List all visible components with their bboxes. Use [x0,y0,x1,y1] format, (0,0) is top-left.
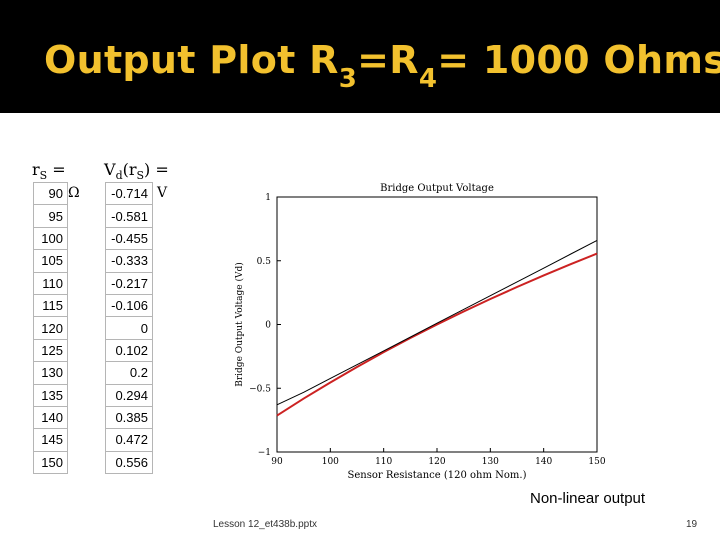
voltage-row: -0.581 [103,204,153,228]
title-subscript-3: 3 [338,64,358,94]
x-tick-label: 130 [482,457,499,467]
voltage-row: 0.102 [103,338,153,363]
y-tick-label: 0.5 [257,257,272,267]
bridge-output-chart: Bridge Output Voltage 90 100 110 120 130 140 15… [234,183,606,480]
ohm-unit: Ω [68,185,80,201]
y-tick-label: 0 [265,321,271,331]
resistance-cell: 135 [33,383,68,407]
x-tick-label: 100 [322,457,339,467]
title-bar: Output Plot R3=R4= 1000 Ohms [0,0,720,113]
rs-header-eq: = [52,160,66,179]
resistance-row: 95 [31,204,68,228]
resistance-cell: 120 [33,316,68,340]
nonlinear-note: Non-linear output [530,490,646,507]
voltage-cell: -0.714 [105,181,153,206]
x-tick-label: 140 [535,457,552,467]
vd-header-close: ) = [144,160,169,179]
vd-header-open: (r [122,160,137,179]
y-axis-label: Bridge Output Voltage (Vd) [234,262,245,387]
resistance-row: 145 [31,428,68,452]
vd-header-sub: d [115,169,123,183]
series-line-linear [276,240,598,406]
resistance-row: 150 [31,450,68,475]
x-axis-label: Sensor Resistance (120 ohm Nom.) [348,470,527,480]
resistance-cell: 95 [33,204,68,228]
voltage-cell: 0.2 [105,361,153,385]
resistance-row: 130 [31,361,68,385]
voltage-cell: 0.556 [105,450,153,475]
page-number: 19 [686,519,698,530]
rs-header-sub: S [39,169,48,183]
resistance-cell: 90 [33,181,68,206]
voltage-cell: 0.294 [105,383,153,407]
title-text-mid: =R [357,38,419,82]
voltage-cell: 0.472 [105,428,153,452]
voltage-row: -0.333 [103,249,153,273]
title-text: Output Plot R [44,38,339,82]
resistance-cell: 100 [33,226,68,251]
x-tick-label: 90 [271,457,283,467]
resistance-row: 135 [31,383,68,407]
chart-title: Bridge Output Voltage [380,183,494,194]
rs-header-r: r [32,160,40,179]
voltage-row: 0.385 [103,405,153,430]
voltage-cell: -0.217 [105,271,153,295]
voltage-row: -0.106 [103,293,153,318]
resistance-cell: 110 [33,271,68,295]
resistance-row: 120 [31,316,68,340]
title-text-suffix: = 1000 Ohms [437,38,720,82]
resistance-cell: 105 [33,249,68,273]
vd-header: Vd(rS) = [104,160,169,182]
resistance-table: 90 95 100 105 110 115 120 125 130 135 140 145 150 [31,181,68,475]
resistance-cell: 130 [33,361,68,385]
x-tick-label: 110 [375,457,392,467]
rs-header: rS = [32,160,66,182]
volt-unit: V [157,185,168,201]
resistance-row: 100 [31,226,68,251]
y-tick-label: 1 [265,193,271,203]
y-tick-label: −0.5 [249,384,271,394]
resistance-row: 110 [31,271,68,295]
resistance-row: 115 [31,293,68,318]
voltage-cell: -0.333 [105,249,153,273]
vd-header-v: V [104,160,116,179]
resistance-cell: 125 [33,338,68,363]
voltage-cell: 0.385 [105,405,153,430]
vd-header-paren-sub: S [136,169,145,183]
y-tick-label: −1 [258,448,271,458]
title-subscript-4: 4 [418,64,438,94]
resistance-row: 105 [31,249,68,273]
resistance-cell: 140 [33,405,68,430]
resistance-cell: 150 [33,450,68,475]
voltage-table: -0.714 -0.581 -0.455 -0.333 -0.217 -0.106 0 0.1… [103,181,153,475]
voltage-row: -0.714 [103,181,153,206]
voltage-cell: -0.455 [105,226,153,251]
resistance-cell: 115 [33,293,68,318]
voltage-row: 0 [103,316,153,340]
voltage-row: 0.294 [103,383,153,407]
voltage-row: 0.472 [103,428,153,452]
resistance-row: 125 [31,338,68,363]
voltage-row: 0.2 [103,361,153,385]
resistance-cell: 145 [33,428,68,452]
resistance-row: 90 [31,181,68,206]
voltage-row: -0.455 [103,226,153,251]
voltage-cell: 0 [105,316,153,340]
slide-title: Output Plot R3=R4= 1000 Ohms [44,38,720,92]
voltage-row: 0.556 [103,450,153,475]
x-tick-label: 150 [588,457,605,467]
voltage-row: -0.217 [103,271,153,295]
voltage-cell: -0.581 [105,204,153,228]
voltage-cell: -0.106 [105,293,153,318]
voltage-cell: 0.102 [105,338,153,363]
footer-filename: Lesson 12_et438b.pptx [213,519,317,530]
resistance-row: 140 [31,405,68,430]
series-line-measured [276,252,598,417]
x-tick-label: 120 [428,457,445,467]
